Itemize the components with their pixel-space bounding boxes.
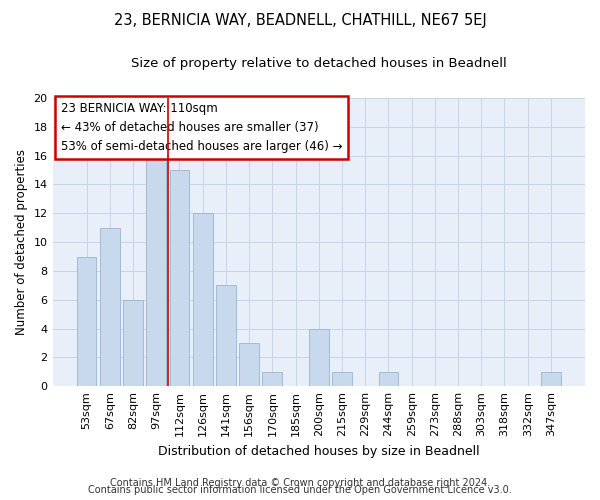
Text: 23 BERNICIA WAY: 110sqm
← 43% of detached houses are smaller (37)
53% of semi-de: 23 BERNICIA WAY: 110sqm ← 43% of detache… (61, 102, 342, 154)
Bar (332, 372, 352, 386)
Bar (309, 328, 329, 386)
Bar (123, 300, 143, 386)
Text: Contains public sector information licensed under the Open Government Licence v3: Contains public sector information licen… (88, 485, 512, 495)
Text: 23, BERNICIA WAY, BEADNELL, CHATHILL, NE67 5EJ: 23, BERNICIA WAY, BEADNELL, CHATHILL, NE… (113, 12, 487, 28)
Y-axis label: Number of detached properties: Number of detached properties (15, 149, 28, 335)
Bar (193, 214, 212, 386)
Bar (100, 228, 119, 386)
Bar (262, 372, 282, 386)
Bar (170, 170, 190, 386)
Bar (77, 256, 97, 386)
Bar (146, 156, 166, 386)
Bar (239, 343, 259, 386)
Bar (379, 372, 398, 386)
Text: Contains HM Land Registry data © Crown copyright and database right 2024.: Contains HM Land Registry data © Crown c… (110, 478, 490, 488)
Bar (216, 286, 236, 386)
Title: Size of property relative to detached houses in Beadnell: Size of property relative to detached ho… (131, 58, 506, 70)
X-axis label: Distribution of detached houses by size in Beadnell: Distribution of detached houses by size … (158, 444, 479, 458)
Bar (541, 372, 561, 386)
